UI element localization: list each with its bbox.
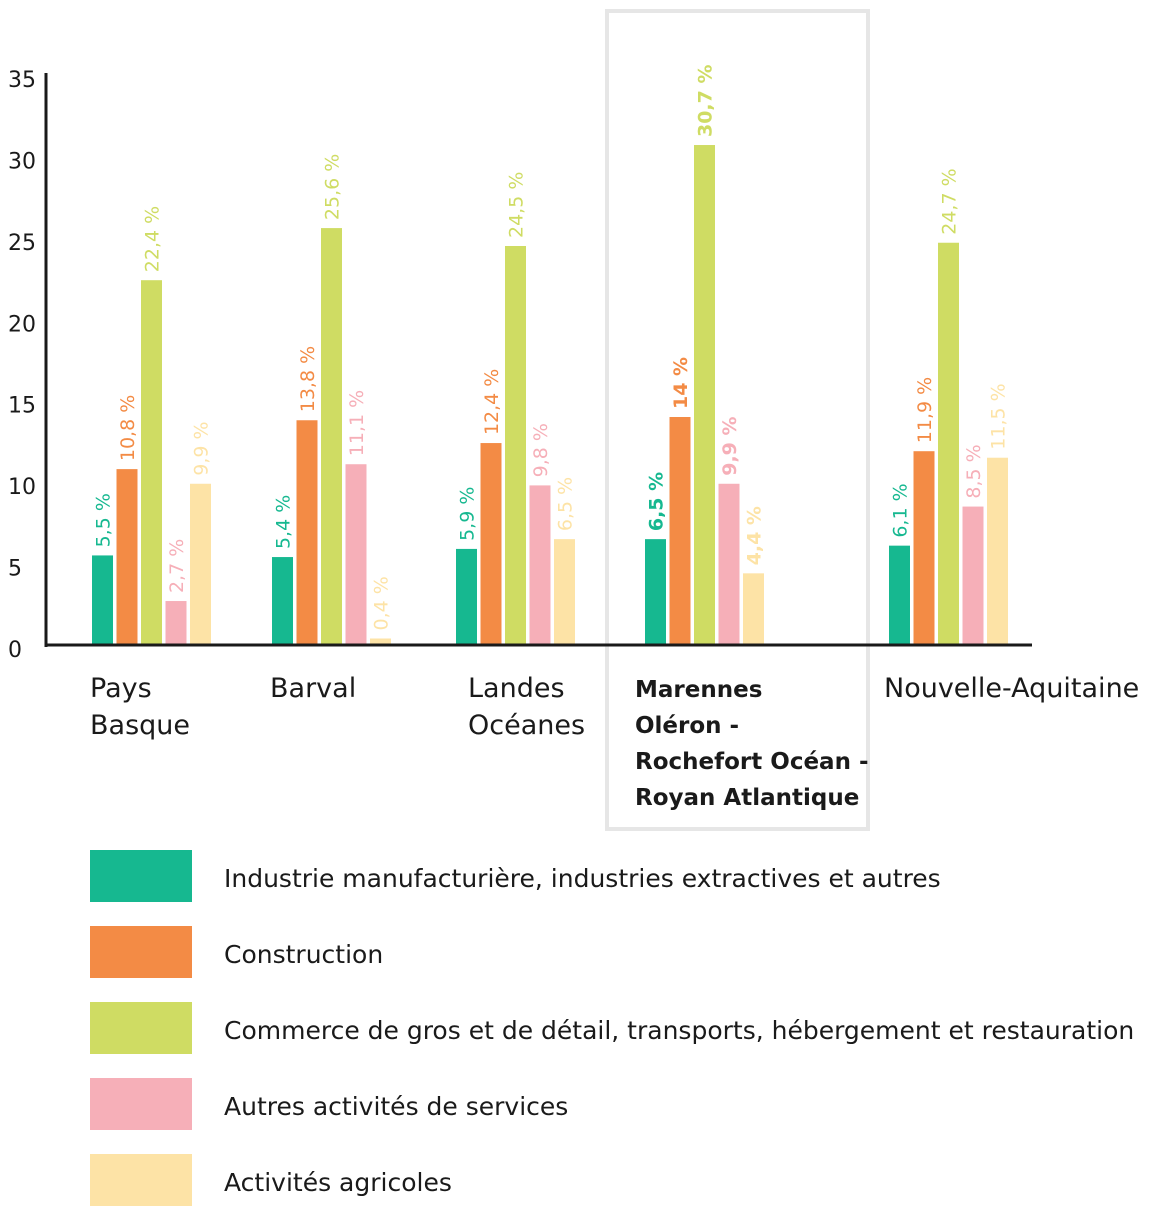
legend-swatch bbox=[90, 1078, 192, 1130]
bar bbox=[718, 483, 740, 645]
y-tick-label: 10 bbox=[8, 475, 36, 500]
data-label: 13,8 % bbox=[297, 346, 319, 412]
legend-swatch bbox=[90, 1002, 192, 1054]
bar bbox=[345, 464, 367, 645]
y-tick-label: 30 bbox=[8, 149, 36, 174]
data-label: 2,7 % bbox=[166, 539, 188, 593]
bar bbox=[321, 228, 342, 646]
bar bbox=[669, 417, 691, 645]
bar bbox=[889, 545, 910, 645]
bar bbox=[913, 451, 935, 645]
bar bbox=[962, 506, 984, 645]
data-label: 8,5 % bbox=[963, 444, 985, 498]
bar bbox=[296, 420, 318, 645]
y-tick-label: 15 bbox=[8, 394, 36, 419]
legend-swatch bbox=[90, 926, 192, 978]
bar bbox=[987, 457, 1008, 645]
y-tick-label: 35 bbox=[8, 68, 36, 93]
bar bbox=[370, 638, 391, 645]
legend-item-industrie: Industrie manufacturière, industries ext… bbox=[90, 850, 1150, 926]
category-label: Barval bbox=[270, 673, 356, 704]
bar bbox=[505, 246, 526, 645]
y-tick-label: 5 bbox=[8, 557, 22, 582]
data-label: 5,5 % bbox=[93, 493, 115, 547]
data-label: 12,4 % bbox=[481, 369, 503, 435]
bar bbox=[165, 601, 187, 645]
data-label: 5,9 % bbox=[457, 487, 479, 541]
data-label: 5,4 % bbox=[273, 495, 295, 549]
legend-label: Construction bbox=[224, 940, 384, 969]
legend-label: Industrie manufacturière, industries ext… bbox=[224, 864, 941, 893]
data-label: 11,1 % bbox=[346, 390, 368, 456]
bar bbox=[190, 483, 211, 645]
bar bbox=[938, 242, 959, 645]
data-label: 24,5 % bbox=[506, 172, 528, 238]
data-label: 6,1 % bbox=[890, 483, 912, 537]
category-label: Nouvelle-Aquitaine bbox=[884, 673, 1139, 704]
category-label: Marennes Oléron -Rochefort Océan -Royan A… bbox=[635, 677, 869, 811]
data-label: 30,7 % bbox=[695, 64, 717, 137]
bar bbox=[92, 555, 113, 645]
category-label: Pays Basque bbox=[90, 673, 190, 741]
data-label: 24,7 % bbox=[939, 168, 961, 234]
data-label: 9,9 % bbox=[719, 416, 741, 475]
legend-item-services: Autres activités de services bbox=[90, 1078, 1150, 1154]
bar bbox=[529, 485, 551, 645]
data-label: 4,4 % bbox=[744, 506, 766, 565]
data-label: 6,5 % bbox=[646, 472, 668, 531]
bar bbox=[645, 539, 666, 645]
data-label: 10,8 % bbox=[117, 395, 139, 461]
data-label: 14 % bbox=[670, 357, 692, 409]
legend-label: Autres activités de services bbox=[224, 1092, 569, 1121]
legend-item-construction: Construction bbox=[90, 926, 1150, 1002]
category-label: Landes Océanes bbox=[468, 673, 585, 741]
bar bbox=[116, 469, 138, 645]
legend-item-commerce: Commerce de gros et de détail, transport… bbox=[90, 1002, 1150, 1078]
legend: Industrie manufacturière, industries ext… bbox=[90, 850, 1150, 1230]
legend-swatch bbox=[90, 1154, 192, 1206]
data-label: 11,9 % bbox=[914, 377, 936, 443]
bar bbox=[272, 557, 293, 645]
legend-label: Commerce de gros et de détail, transport… bbox=[224, 1016, 1135, 1045]
bar bbox=[694, 145, 715, 645]
data-label: 9,9 % bbox=[191, 421, 213, 475]
highlight-frame bbox=[605, 9, 870, 831]
data-label: 25,6 % bbox=[322, 154, 344, 220]
bar bbox=[141, 280, 162, 645]
bar bbox=[480, 443, 502, 645]
data-label: 0,4 % bbox=[371, 576, 393, 630]
data-label: 9,8 % bbox=[530, 423, 552, 477]
data-label: 22,4 % bbox=[142, 206, 164, 272]
legend-label: Activités agricoles bbox=[224, 1168, 452, 1197]
bar bbox=[743, 573, 764, 645]
bar bbox=[456, 548, 477, 645]
y-tick-label: 20 bbox=[8, 312, 36, 337]
data-label: 6,5 % bbox=[555, 477, 577, 531]
bar-chart: 5,5 % 5,4 % 5,9 % 6,5 % 6,1 % 10,8 % 13,8 % 12,… bbox=[8, 9, 1139, 831]
legend-item-agricoles: Activités agricoles bbox=[90, 1154, 1150, 1230]
legend-swatch bbox=[90, 850, 192, 902]
data-label: 11,5 % bbox=[988, 383, 1010, 449]
bar bbox=[554, 539, 575, 645]
y-tick-label: 0 bbox=[8, 638, 22, 663]
y-tick-label: 25 bbox=[8, 231, 36, 256]
